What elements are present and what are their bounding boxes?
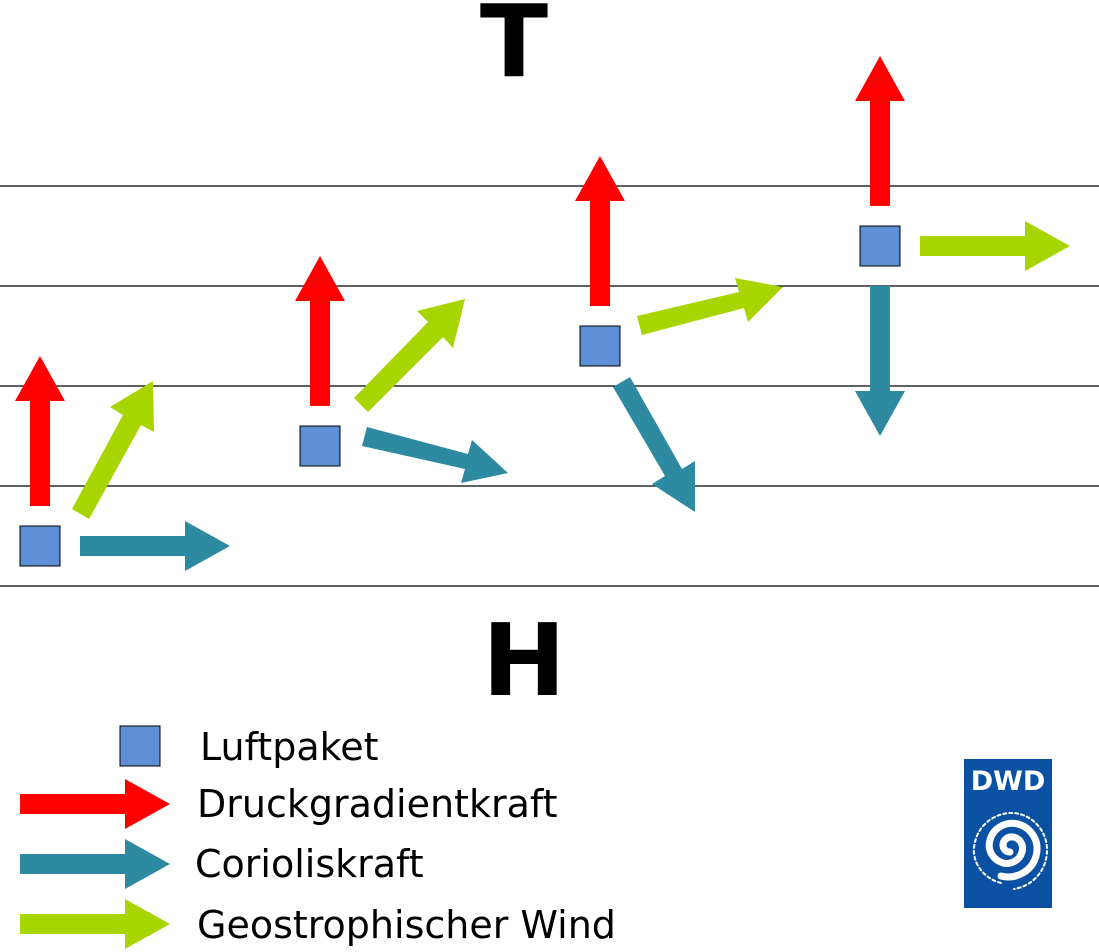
legend-parcel-swatch: [119, 725, 161, 767]
legend-pressure-gradient-arrow: [20, 779, 170, 829]
geostrophic-wind-arrow: [354, 299, 465, 412]
spiral-icon: [972, 811, 1049, 890]
legend-geostrophic-wind-label: Geostrophischer Wind: [197, 903, 616, 947]
legend-coriolis-label: Corioliskraft: [195, 842, 424, 886]
coriolis-arrow: [362, 427, 508, 483]
stage-1: [15, 356, 230, 571]
high-pressure-label: H: [482, 602, 566, 719]
legend-item-pressure-gradient: Druckgradientkraft: [20, 779, 557, 829]
pressure-gradient-arrow: [15, 356, 65, 506]
legend-geostrophic-wind-arrow: [20, 899, 170, 949]
air-parcel: [859, 225, 901, 267]
legend-item-geostrophic-wind: Geostrophischer Wind: [20, 899, 616, 949]
geostrophic-wind-arrow: [637, 278, 783, 335]
coriolis-arrow: [855, 286, 905, 436]
legend: Luftpaket Druckgradientkraft Corioliskra…: [20, 725, 616, 949]
isobars: [0, 185, 1099, 587]
air-parcel: [579, 325, 621, 367]
air-parcel: [299, 425, 341, 467]
air-parcel: [19, 525, 61, 567]
pressure-gradient-arrow: [575, 156, 625, 306]
legend-parcel-label: Luftpaket: [200, 725, 379, 769]
coriolis-arrow: [80, 521, 230, 571]
legend-pressure-gradient-label: Druckgradientkraft: [197, 782, 557, 826]
pressure-gradient-arrow: [855, 56, 905, 206]
legend-item-parcel: Luftpaket: [119, 725, 379, 769]
dwd-logo: DWD: [964, 759, 1052, 908]
stage-3: [575, 156, 783, 512]
legend-coriolis-arrow: [20, 839, 170, 889]
low-pressure-label: T: [480, 0, 548, 100]
geostrophic-wind-arrow: [72, 381, 154, 519]
legend-item-coriolis: Corioliskraft: [20, 839, 424, 889]
stage-2: [295, 256, 508, 483]
dwd-logo-text: DWD: [971, 766, 1046, 797]
coriolis-arrow: [613, 377, 695, 512]
geostrophic-wind-arrow: [920, 221, 1070, 271]
stage-4: [855, 56, 1070, 436]
pressure-gradient-arrow: [295, 256, 345, 406]
